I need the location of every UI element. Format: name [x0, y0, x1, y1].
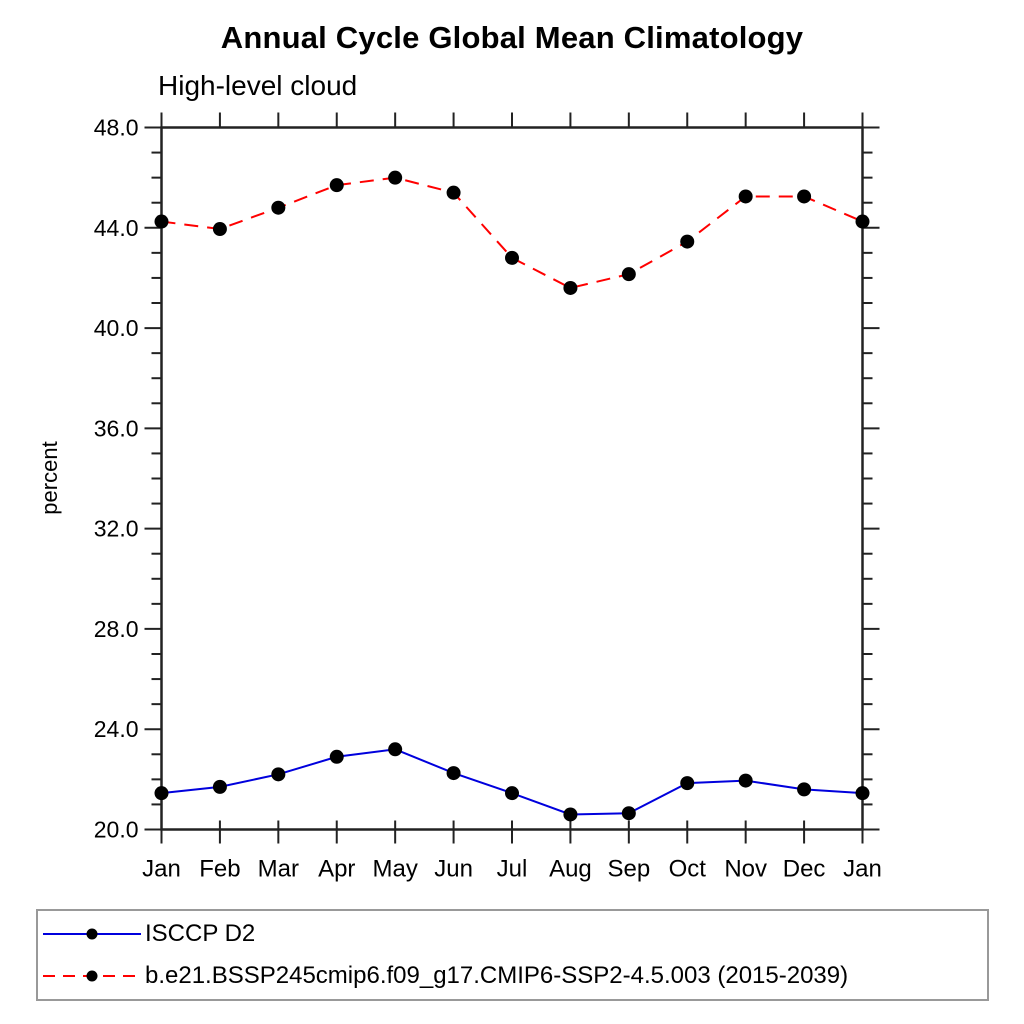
legend-label-model-run: b.e21.BSSP245cmip6.f09_g17.CMIP6-SSP2-4.… — [145, 962, 849, 989]
data-point-marker — [212, 222, 227, 237]
data-point-marker — [271, 200, 286, 215]
y-tick-label: 36.0 — [94, 415, 139, 441]
data-point-marker — [680, 234, 695, 249]
data-point-marker — [446, 766, 461, 781]
data-point-marker — [505, 786, 519, 801]
x-tick-label: Jan — [843, 856, 882, 883]
chart-subtitle: High-level cloud — [158, 70, 358, 101]
data-point-marker — [388, 742, 403, 757]
x-tick-label: Jun — [434, 856, 473, 883]
y-tick-label: 44.0 — [94, 215, 139, 241]
x-tick-label: Aug — [549, 856, 592, 883]
data-point-marker — [738, 189, 753, 204]
plot-area: 20.0 24.0 28.0 32.0 36.0 40.0 44.0 48.0 Jan Feb Ma… — [94, 112, 882, 883]
legend-marker-dot — [86, 928, 98, 940]
data-point-marker — [212, 779, 227, 794]
data-point-marker — [154, 786, 169, 801]
x-tick-label: Jul — [497, 856, 528, 883]
data-point-marker — [855, 214, 870, 229]
y-tick-label: 24.0 — [94, 716, 139, 742]
legend-line-sample-dashed — [43, 970, 141, 982]
data-point-marker — [505, 250, 519, 265]
y-tick-label: 48.0 — [94, 115, 139, 141]
data-point-marker — [621, 267, 636, 282]
x-tick-label: Jan — [142, 856, 181, 883]
data-point-marker — [563, 807, 578, 822]
data-point-marker — [446, 185, 461, 200]
x-tick-label: Oct — [669, 856, 707, 883]
x-tick-label: Sep — [607, 856, 650, 883]
series-line-1 — [161, 176, 863, 290]
x-tick-label: Mar — [258, 856, 299, 883]
data-point-marker — [855, 786, 870, 801]
x-tick-label: Nov — [724, 856, 767, 883]
legend-item-isccp-d2: ISCCP D2 — [41, 913, 987, 955]
y-tick-label: 20.0 — [94, 817, 139, 843]
series-line-0 — [161, 748, 863, 816]
data-point-marker — [271, 767, 286, 782]
legend: ISCCP D2 b.e21.BSSP245cmip6.f09_g17.CMIP… — [36, 909, 989, 1001]
y-tick-label: 40.0 — [94, 315, 139, 341]
chart-title: Annual Cycle Global Mean Climatology — [220, 20, 804, 55]
y-tick-label: 28.0 — [94, 616, 139, 642]
legend-line-sample-solid — [43, 928, 141, 940]
data-point-marker — [621, 806, 636, 821]
x-tick-label: Dec — [783, 856, 826, 883]
data-point-marker — [797, 189, 812, 204]
data-point-marker — [680, 776, 695, 791]
x-tick-label: Feb — [199, 856, 240, 883]
data-point-marker — [563, 280, 578, 295]
data-point-marker — [388, 170, 403, 185]
y-tick-label: 32.0 — [94, 516, 139, 542]
legend-item-model-run: b.e21.BSSP245cmip6.f09_g17.CMIP6-SSP2-4.… — [41, 955, 987, 997]
x-tick-label: May — [372, 856, 417, 883]
plot-frame — [160, 126, 864, 831]
legend-label-isccp-d2: ISCCP D2 — [145, 920, 256, 947]
legend-marker-dot — [86, 970, 98, 982]
data-point-marker — [738, 773, 753, 788]
x-tick-label: Apr — [318, 856, 355, 883]
data-point-marker — [329, 178, 344, 193]
data-point-marker — [797, 782, 812, 797]
data-point-marker — [154, 214, 169, 229]
data-point-marker — [329, 749, 344, 764]
